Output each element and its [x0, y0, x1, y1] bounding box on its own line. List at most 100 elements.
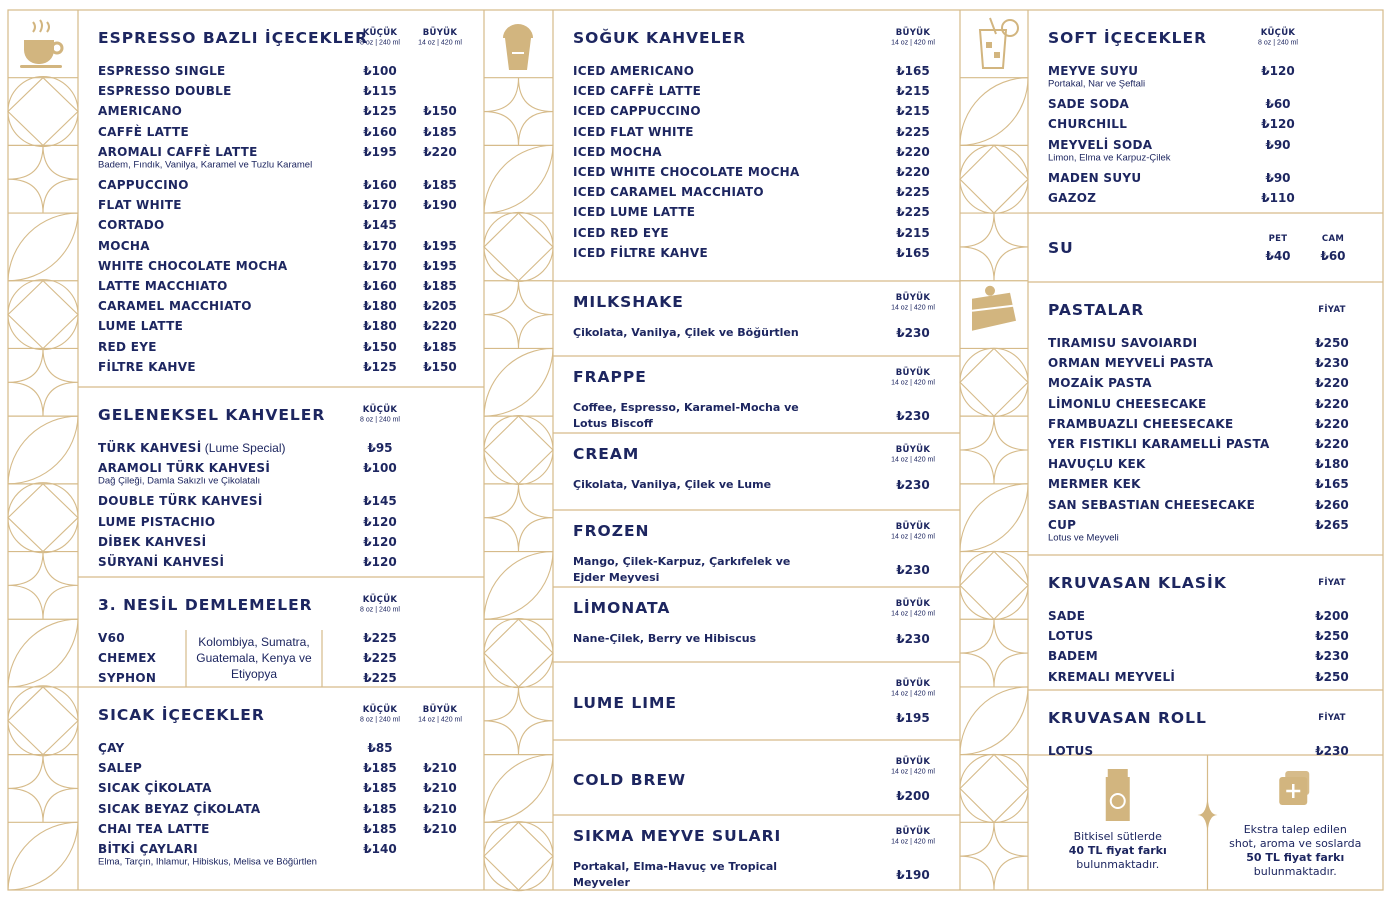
- price: ₺150: [363, 339, 397, 354]
- item-name-text: CHURCHILL: [1048, 117, 1128, 132]
- item-name-text: CARAMEL MACCHIATO: [98, 299, 252, 314]
- leaf-ornament: [7, 618, 79, 688]
- size-volume: 14 oz | 420 ml: [891, 533, 935, 541]
- size-label: BÜYÜK: [895, 445, 931, 455]
- item-name: AROMALI CAFFÈ LATTE: [98, 145, 258, 159]
- size-label: BÜYÜK: [895, 757, 931, 767]
- price: ₺220: [1315, 437, 1349, 451]
- price: ₺230: [896, 478, 930, 492]
- price: ₺200: [1315, 609, 1349, 623]
- leaf-ornament: [959, 483, 1029, 553]
- price-header: PET: [1268, 233, 1288, 244]
- price: ₺185: [363, 801, 397, 816]
- price: ₺225: [896, 205, 930, 220]
- description: Çikolata, Vanilya, Çilek ve Böğürtlen: [573, 326, 799, 339]
- item-name: MADEN SUYU: [1048, 171, 1141, 185]
- price: ₺95: [367, 441, 393, 455]
- price-header: FİYAT: [1318, 305, 1346, 315]
- section-title: PASTALAR: [1048, 301, 1145, 319]
- item-name-text: ÇAY: [98, 741, 125, 755]
- size-volume: 8 oz | 240 ml: [1258, 39, 1298, 47]
- item-name-text: LUME LATTE: [98, 319, 184, 334]
- description: Mango, Çilek-Karpuz, Çarkıfelek ve Ejder…: [573, 555, 791, 584]
- price: ₺230: [896, 409, 930, 423]
- item-name-text: ORMAN MEYVELİ PASTA: [1048, 356, 1214, 371]
- cake-layer-icon: [971, 304, 1014, 312]
- item-name-text: CHEMEX: [98, 651, 157, 666]
- star-ornament: [7, 145, 79, 214]
- item-name: TIRAMISU SAVOIARDI: [1048, 336, 1197, 350]
- section-title: FROZEN: [573, 522, 650, 540]
- item-name: RED EYE: [98, 340, 157, 354]
- item-name-text: TÜRK KAHVESİ: [98, 441, 202, 455]
- diamond-ornament: [483, 618, 554, 688]
- item-name-text: ICED FİLTRE KAHVE: [573, 245, 708, 260]
- price: ₺230: [1315, 744, 1349, 758]
- price: ₺225: [896, 124, 930, 139]
- item-name: WHITE CHOCOLATE MOCHA: [98, 259, 288, 273]
- star-ornament: [7, 348, 79, 417]
- item-name-text: LATTE MACCHIATO: [98, 279, 228, 293]
- item-name-text: ESPRESSO SINGLE: [98, 64, 226, 78]
- price: ₺210: [423, 761, 457, 776]
- item-name: LOTUS: [1048, 629, 1094, 643]
- size-label: BÜYÜK: [895, 827, 931, 837]
- item-name: ICED FİLTRE KAHVE: [573, 246, 708, 260]
- item-name-text: ICED WHITE CHOCOLATE MOCHA: [573, 165, 800, 179]
- item-name-text: AROMALI CAFFÈ LATTE: [98, 144, 258, 159]
- price: ₺165: [896, 245, 930, 260]
- leaf-ornament: [483, 550, 554, 620]
- circle-ornament: [483, 618, 554, 689]
- leaf-icon: [1109, 793, 1126, 809]
- size-volume: 8 oz | 240 ml: [360, 716, 400, 724]
- item-name: MEYVE SUYU: [1048, 64, 1138, 78]
- size-volume: 14 oz | 420 ml: [891, 690, 935, 698]
- price: ₺85: [367, 741, 393, 755]
- item-name-text: SICAK BEYAZ ÇİKOLATA: [98, 801, 261, 816]
- item-name-text: SADE: [1048, 609, 1086, 623]
- diamond-ornament: [483, 415, 554, 485]
- item-name-text: MEYVELİ SODA: [1048, 137, 1153, 152]
- price: ₺40: [1265, 248, 1291, 263]
- price: ₺205: [423, 299, 457, 314]
- price: ₺100: [363, 461, 397, 476]
- star-ornament: [483, 77, 554, 146]
- item-name-text: GAZOZ: [1048, 191, 1097, 205]
- cup-handle-icon: [50, 41, 64, 55]
- item-name-text: BADEM: [1048, 649, 1099, 664]
- size-label: KÜÇÜK: [362, 595, 398, 605]
- item-name-text: ICED CARAMEL MACCHIATO: [573, 185, 764, 200]
- item-name-text: AMERICANO: [98, 104, 183, 119]
- size-label: BÜYÜK: [895, 368, 931, 378]
- star-ornament: [959, 213, 1029, 281]
- star-ornament: [1197, 793, 1218, 837]
- size-label: BÜYÜK: [422, 705, 458, 715]
- price: ₺250: [1315, 669, 1349, 684]
- item-name: SICAK BEYAZ ÇİKOLATA: [98, 802, 261, 816]
- price: ₺260: [1315, 497, 1349, 512]
- note-line: Bitkisel sütlerde: [1073, 830, 1162, 843]
- cup-lid-icon: [503, 24, 533, 38]
- size-volume: 14 oz | 420 ml: [891, 379, 935, 387]
- item-name: ICED WHITE CHOCOLATE MOCHA: [573, 165, 800, 179]
- price: ₺125: [363, 359, 397, 374]
- price: ₺215: [896, 104, 930, 119]
- item-name: LİMONLU CHEESECAKE: [1048, 397, 1207, 411]
- item-name-text: FRAMBUAZLI CHEESECAKE: [1048, 416, 1234, 431]
- item-name: ESPRESSO SINGLE: [98, 64, 226, 78]
- item-name-text: LUME PISTACHIO: [98, 514, 216, 529]
- price: ₺190: [423, 198, 457, 213]
- size-volume: 14 oz | 420 ml: [891, 610, 935, 618]
- item-note: Badem, Fındık, Vanilya, Karamel ve Tuzlu…: [98, 159, 313, 171]
- price: ₺225: [363, 631, 397, 645]
- size-label: KÜÇÜK: [362, 28, 398, 38]
- size-label: BÜYÜK: [895, 522, 931, 532]
- item-name-text: BİTKİ ÇAYLARI: [98, 842, 198, 856]
- circle-ornament: [959, 144, 1029, 214]
- leaf-ornament: [959, 77, 1029, 146]
- item-name: HAVUÇLU KEK: [1048, 457, 1146, 471]
- diamond-ornament: [483, 821, 554, 891]
- circle-ornament: [959, 753, 1029, 824]
- leaf-ornament: [483, 144, 554, 214]
- price: ₺100: [363, 64, 397, 78]
